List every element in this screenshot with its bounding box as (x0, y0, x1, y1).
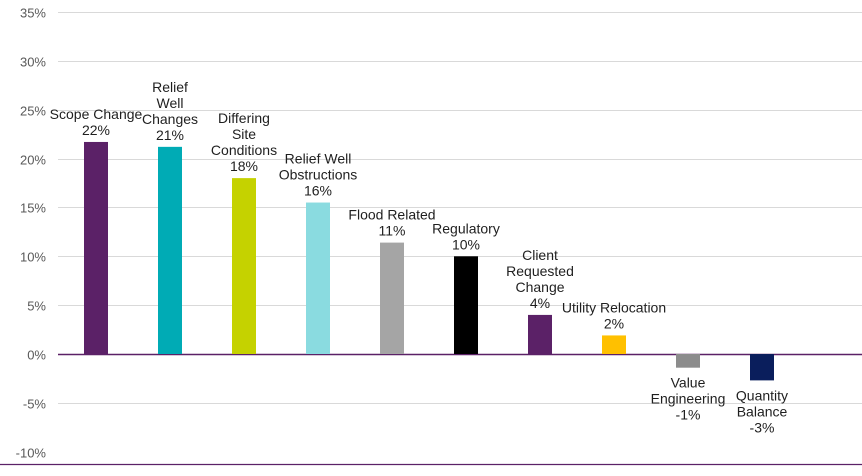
data-label-line: 2% (604, 315, 624, 331)
data-label-line: 11% (379, 223, 406, 239)
data-label-line: Site (232, 126, 256, 142)
y-tick-label: -10% (16, 446, 47, 461)
data-label: Client Requested Change 4% (506, 247, 574, 311)
data-label: Utility Relocation 2% (562, 299, 666, 331)
data-label: Relief Well Changes 21% (142, 79, 198, 143)
data-label: Regulatory 10% (432, 220, 500, 252)
bars (84, 141, 774, 381)
data-label-line: Requested (506, 263, 574, 279)
data-label-line: -1% (676, 407, 701, 423)
y-tick-label: 10% (20, 250, 46, 265)
data-label: Value Engineering -1% (651, 375, 726, 423)
bar-flood-related (380, 242, 404, 354)
data-label-line: Value (671, 375, 706, 391)
data-label-line: Relief Well (285, 151, 352, 167)
data-label-line: Utility Relocation (562, 299, 666, 315)
data-label-line: 16% (304, 183, 332, 199)
y-tick-label: 15% (20, 201, 46, 216)
bar-utility-relocation (602, 335, 626, 354)
bar-relief-well-changes (158, 146, 182, 354)
data-label-line: 18% (230, 158, 258, 174)
bar-scope-change (84, 141, 108, 354)
bar-quantity-balance (750, 354, 774, 381)
data-label: Scope Change 22% (50, 106, 143, 138)
data-label-line: Client (522, 247, 558, 263)
data-label: Relief Well Obstructions 16% (279, 151, 358, 199)
data-label-line: Change (515, 279, 564, 295)
data-label-line: 4% (530, 295, 550, 311)
data-label-line: Changes (142, 111, 198, 127)
gridlines (0, 12, 862, 466)
y-tick-label: -5% (23, 397, 47, 412)
data-label-line: Conditions (211, 142, 277, 158)
y-tick-label: 0% (27, 348, 46, 363)
data-label-line: Quantity (736, 387, 788, 403)
data-label-line: Differing (218, 110, 270, 126)
data-label-line: Engineering (651, 391, 726, 407)
y-tick-label: 25% (20, 104, 46, 119)
data-label: Quantity Balance -3% (736, 387, 788, 435)
data-label-line: 22% (82, 122, 110, 138)
data-label-line: Scope Change (50, 106, 143, 122)
data-label-line: Flood Related (348, 207, 435, 223)
data-label-line: Relief (152, 79, 188, 95)
y-tick-label: 5% (27, 299, 46, 314)
data-label-line: Balance (737, 403, 788, 419)
data-label-line: Obstructions (279, 167, 358, 183)
data-label: Flood Related 11% (348, 207, 435, 239)
data-label-line: -3% (750, 419, 775, 435)
data-label-line: Regulatory (432, 220, 500, 236)
data-labels: Scope Change 22%Relief Well Changes 21%Diffe… (50, 79, 788, 436)
bar-client-requested-change (528, 314, 552, 354)
data-label-line: 10% (452, 236, 480, 252)
bar-differing-site-conditions (232, 178, 256, 354)
y-tick-label: 35% (20, 6, 46, 21)
y-axis-tick-labels: 35% 30% 25% 20% 15% 10% 5% 0% -5% -10% (16, 6, 47, 461)
data-label-line: 21% (156, 127, 184, 143)
y-tick-label: 20% (20, 153, 46, 168)
bar-relief-well-obstructions (306, 202, 330, 354)
bar-value-engineering (676, 354, 700, 368)
y-tick-label: 30% (20, 55, 46, 70)
bar-regulatory (454, 256, 478, 354)
data-label-line: Well (157, 95, 184, 111)
data-label: Differing Site Conditions 18% (211, 110, 277, 174)
